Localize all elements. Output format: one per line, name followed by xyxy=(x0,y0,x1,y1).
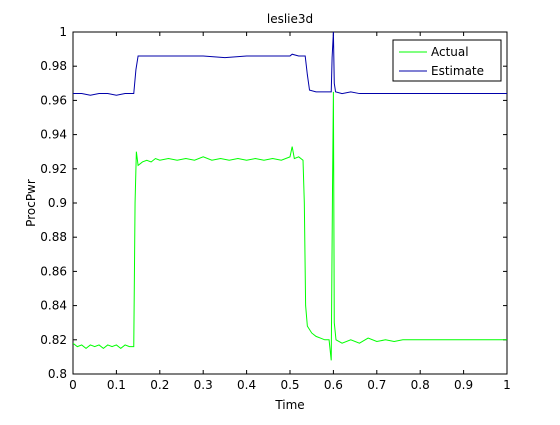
x-tick-label: 0.1 xyxy=(107,378,126,392)
x-tick-label: 0.4 xyxy=(237,378,256,392)
legend-label-actual: Actual xyxy=(431,45,469,59)
legend-box xyxy=(392,39,502,82)
y-tick-label: 0.96 xyxy=(40,93,67,107)
series-line-actual xyxy=(73,91,507,361)
legend-label-estimate: Estimate xyxy=(431,64,484,78)
x-tick-label: 0.7 xyxy=(367,378,386,392)
y-tick-label: 0.84 xyxy=(40,299,67,313)
x-tick-label: 0.3 xyxy=(194,378,213,392)
y-tick-label: 0.88 xyxy=(40,230,67,244)
x-tick-label: 0.2 xyxy=(150,378,169,392)
x-axis-label: Time xyxy=(274,398,304,412)
y-tick-label: 0.98 xyxy=(40,59,67,73)
chart-title: leslie3d xyxy=(267,12,313,26)
x-tick-label: 0.5 xyxy=(280,378,299,392)
y-tick-label: 0.9 xyxy=(48,196,67,210)
plot-frame xyxy=(72,31,508,375)
x-tick-label: 0.9 xyxy=(454,378,473,392)
x-tick-label: 0 xyxy=(69,378,77,392)
y-tick-label: 0.92 xyxy=(40,162,67,176)
legend: Actual Estimate xyxy=(392,39,502,82)
y-tick-label: 0.8 xyxy=(48,367,67,381)
x-tick-label: 1 xyxy=(503,378,511,392)
y-tick-label: 0.86 xyxy=(40,264,67,278)
plot-area: 0 0.1 0.2 0.3 0.4 0.5 0.6 0.7 0.8 0.9 1 0.8 0.82 0.84… xyxy=(40,25,511,392)
y-tick-label: 1 xyxy=(59,25,67,39)
series-line-estimate xyxy=(73,32,507,96)
y-tick-label: 0.82 xyxy=(40,333,67,347)
y-axis-label: ProcPwr xyxy=(24,179,38,227)
x-tick-label: 0.8 xyxy=(411,378,430,392)
x-tick-label: 0.6 xyxy=(324,378,343,392)
y-tick-label: 0.94 xyxy=(40,128,67,142)
